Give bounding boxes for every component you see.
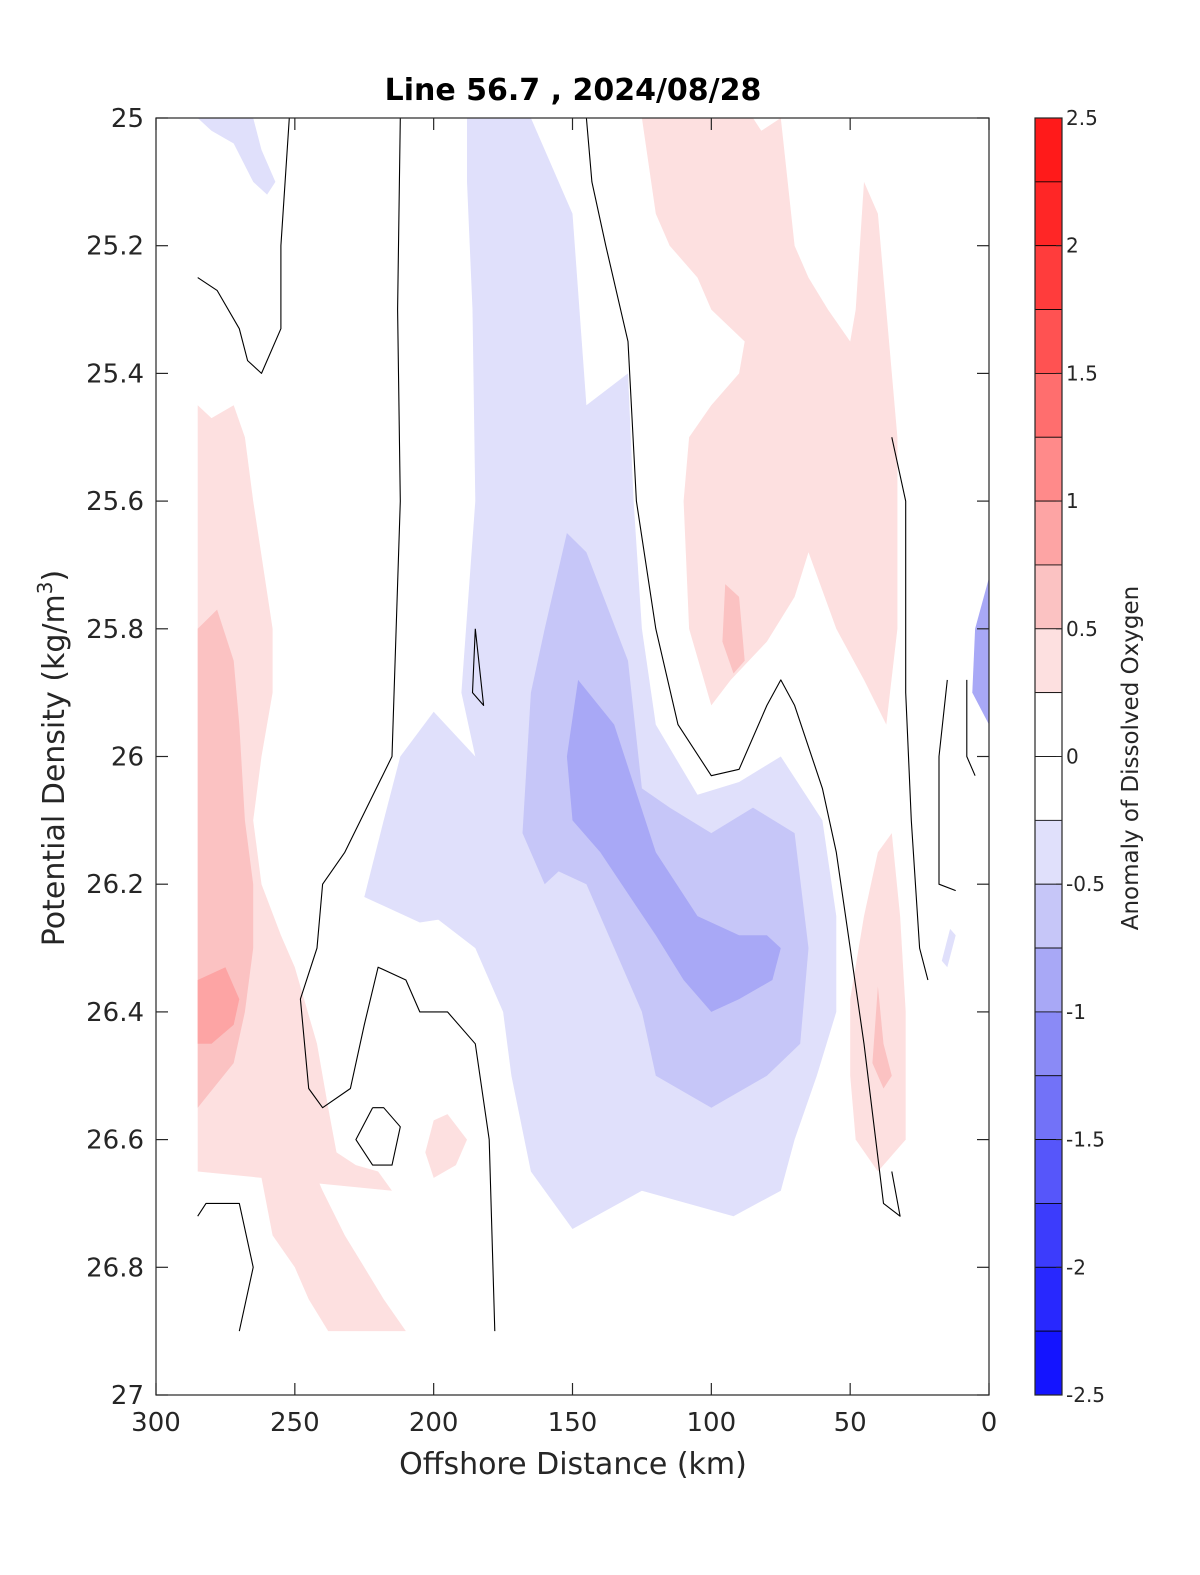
y-tick-label: 26 xyxy=(111,743,144,773)
colorbar-tick-label: 2 xyxy=(1066,234,1079,258)
colorbar-swatch xyxy=(1034,819,1063,885)
colorbar-tick-label: -2.5 xyxy=(1066,1383,1105,1407)
y-tick-label: 25.6 xyxy=(86,487,144,517)
colorbar-swatch xyxy=(1034,947,1063,1013)
region-neg-mid-left-lobe xyxy=(364,711,484,923)
colorbar-tick-label: -1 xyxy=(1066,1000,1086,1024)
y-axis-label-superscript: 3 xyxy=(33,581,57,594)
y-axis-label-main: Potential Density (kg/m xyxy=(37,594,72,946)
x-tick-label: 300 xyxy=(131,1408,181,1438)
zero-contour-edge xyxy=(966,679,976,776)
region-pos-small-blob xyxy=(425,1114,467,1178)
colorbar-swatch xyxy=(1034,181,1063,247)
y-tick-label: 26.8 xyxy=(86,1253,144,1283)
y-axis: 25 25.2 25.4 25.6 25.8 26 26.2 26.4 26.6 26.8 27 xyxy=(86,104,989,1411)
zero-contour-far-right xyxy=(938,679,956,892)
x-tick-label: 200 xyxy=(409,1408,459,1438)
region-neg-top-left xyxy=(197,118,276,195)
colorbar-tick-label: 1.5 xyxy=(1066,361,1098,385)
x-axis-label: Offshore Distance (km) xyxy=(399,1447,747,1482)
colorbar-frame xyxy=(1034,117,1063,1396)
colorbar-swatch xyxy=(1034,1266,1063,1332)
y-axis-label-close: ) xyxy=(37,570,72,582)
colorbar-ticks: 2.5 2 1.5 1 0.5 0 -0.5 -1 -1.5 -2 -2.5 xyxy=(1056,106,1105,1407)
region-neg-right-speck xyxy=(941,928,956,968)
x-tick-label: 0 xyxy=(981,1408,998,1438)
zero-contour-bottom-left xyxy=(197,1202,254,1332)
colorbar-swatch xyxy=(1034,1011,1063,1077)
colorbar-swatch xyxy=(1034,245,1063,310)
y-axis-label: Potential Density (kg/m3) xyxy=(33,570,72,946)
colorbar-swatch xyxy=(1034,564,1063,630)
colorbar-swatch xyxy=(1034,692,1063,757)
region-pos-bottom-left xyxy=(261,1152,406,1332)
zero-contour-right xyxy=(891,437,929,981)
y-tick-label: 25 xyxy=(111,104,144,134)
zero-contour-island xyxy=(471,628,485,706)
colorbar-swatch xyxy=(1034,628,1063,694)
colorbar-swatch xyxy=(1034,1075,1063,1140)
colorbar: 2.5 2 1.5 1 0.5 0 -0.5 -1 -1.5 -2 -2.5 xyxy=(1034,106,1105,1407)
y-tick-label: 25.2 xyxy=(86,232,144,262)
zero-contour-1 xyxy=(299,118,496,1332)
colorbar-swatch xyxy=(1034,500,1063,566)
plot-area xyxy=(155,117,990,1396)
zero-contour-2 xyxy=(585,118,901,1217)
y-tick-label: 26.6 xyxy=(86,1126,144,1156)
colorbar-tick-label: -1.5 xyxy=(1066,1128,1105,1152)
zero-contour-small-loop xyxy=(355,1107,401,1166)
colorbar-tick-label: 2.5 xyxy=(1066,106,1098,130)
zero-contour-left xyxy=(197,118,290,374)
x-tick-label: 50 xyxy=(834,1408,867,1438)
region-pos-upper-right-core xyxy=(722,584,745,674)
x-tick-label: 250 xyxy=(270,1408,320,1438)
y-tick-label: 27 xyxy=(111,1381,144,1411)
colorbar-swatch xyxy=(1034,1203,1063,1268)
region-pos-left-core xyxy=(197,967,240,1044)
colorbar-tick-label: 0.5 xyxy=(1066,617,1098,641)
colorbar-tick-label: 0 xyxy=(1066,745,1079,769)
x-tick-label: 100 xyxy=(687,1408,737,1438)
colorbar-title: Anomaly of Dissolved Oxygen xyxy=(1118,586,1144,931)
colorbar-swatch xyxy=(1034,756,1063,821)
region-neg-core xyxy=(566,679,781,1012)
y-tick-label: 25.4 xyxy=(86,359,144,389)
colorbar-swatch xyxy=(1034,436,1063,502)
x-axis: 300 250 200 150 100 50 0 xyxy=(131,118,997,1438)
colorbar-tick-label: 1 xyxy=(1066,489,1079,513)
anomaly-contour-fills xyxy=(197,118,989,1332)
colorbar-tick-label: -0.5 xyxy=(1066,872,1105,896)
colorbar-swatch xyxy=(1034,883,1063,949)
colorbar-swatch xyxy=(1034,1330,1063,1396)
colorbar-swatch xyxy=(1034,372,1063,438)
region-pos-lower-right-core xyxy=(872,986,892,1089)
y-tick-label: 26.2 xyxy=(86,870,144,900)
y-tick-label: 26.4 xyxy=(86,998,144,1028)
colorbar-swatch xyxy=(1034,1139,1063,1204)
colorbar-swatch xyxy=(1034,309,1063,374)
colorbar-swatch xyxy=(1034,117,1063,183)
region-pos-upper-right xyxy=(641,118,898,725)
chart-title: Line 56.7 , 2024/08/28 xyxy=(385,73,762,108)
zero-contour-lines xyxy=(197,118,976,1332)
colorbar-tick-label: -2 xyxy=(1066,1255,1086,1279)
region-neg-right-edge xyxy=(972,577,989,725)
y-tick-label: 25.8 xyxy=(86,615,144,645)
x-tick-label: 150 xyxy=(548,1408,598,1438)
